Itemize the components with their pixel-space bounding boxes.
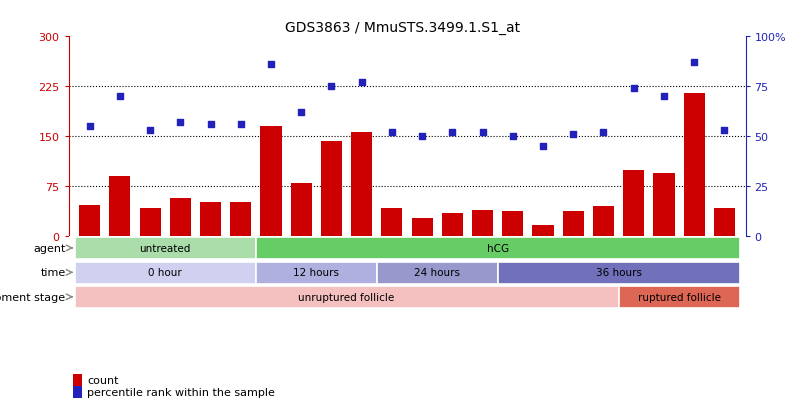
Text: GDS3863 / MmuSTS.3499.1.S1_at: GDS3863 / MmuSTS.3499.1.S1_at	[285, 21, 521, 35]
Bar	[170, 198, 191, 237]
Point	[537, 144, 550, 150]
Bar	[351, 132, 372, 237]
Bar	[623, 170, 644, 237]
Bar	[533, 225, 554, 237]
Point	[143, 128, 156, 134]
Bar	[714, 209, 735, 237]
Text: 12 hours: 12 hours	[293, 268, 339, 278]
Bar	[139, 209, 160, 237]
Text: 24 hours: 24 hours	[414, 268, 460, 278]
Point	[174, 120, 187, 126]
Text: untreated: untreated	[139, 243, 191, 253]
Point	[476, 130, 489, 136]
Point	[446, 130, 459, 136]
Bar	[200, 202, 221, 237]
Point	[688, 60, 700, 66]
Bar	[619, 287, 740, 309]
Bar	[291, 183, 312, 237]
Bar	[377, 262, 498, 284]
Text: agent: agent	[33, 243, 65, 253]
Bar	[442, 214, 463, 237]
Bar	[231, 202, 251, 237]
Point	[355, 80, 368, 86]
Point	[295, 110, 308, 116]
Bar	[563, 211, 584, 237]
Bar	[654, 173, 675, 237]
Text: ruptured follicle: ruptured follicle	[638, 292, 721, 302]
Point	[235, 121, 247, 128]
Text: time: time	[40, 268, 65, 278]
Point	[627, 86, 640, 93]
Bar	[321, 142, 342, 237]
Point	[385, 130, 398, 136]
Bar	[472, 210, 493, 237]
Point	[658, 94, 671, 100]
Point	[264, 62, 277, 69]
Bar	[683, 94, 704, 237]
Bar	[110, 177, 131, 237]
Point	[416, 133, 429, 140]
Point	[506, 133, 519, 140]
Bar	[75, 287, 619, 309]
Bar	[256, 262, 377, 284]
Text: 0 hour: 0 hour	[148, 268, 182, 278]
Text: percentile rank within the sample: percentile rank within the sample	[87, 387, 275, 397]
Point	[114, 94, 127, 100]
Point	[567, 132, 580, 138]
Text: development stage: development stage	[0, 292, 65, 302]
Point	[83, 123, 96, 130]
Bar	[502, 211, 523, 237]
Text: unruptured follicle: unruptured follicle	[298, 292, 395, 302]
Bar	[593, 206, 614, 237]
Point	[204, 121, 217, 128]
Bar	[381, 209, 402, 237]
Bar	[79, 205, 100, 237]
Point	[325, 84, 338, 90]
Bar	[256, 238, 740, 260]
Text: hCG: hCG	[487, 243, 509, 253]
Bar	[75, 238, 256, 260]
Point	[597, 130, 610, 136]
Bar	[412, 218, 433, 237]
Bar	[75, 262, 256, 284]
Text: count: count	[87, 375, 118, 385]
Bar	[260, 127, 281, 237]
Bar	[498, 262, 740, 284]
Point	[718, 128, 731, 134]
Text: 36 hours: 36 hours	[596, 268, 642, 278]
